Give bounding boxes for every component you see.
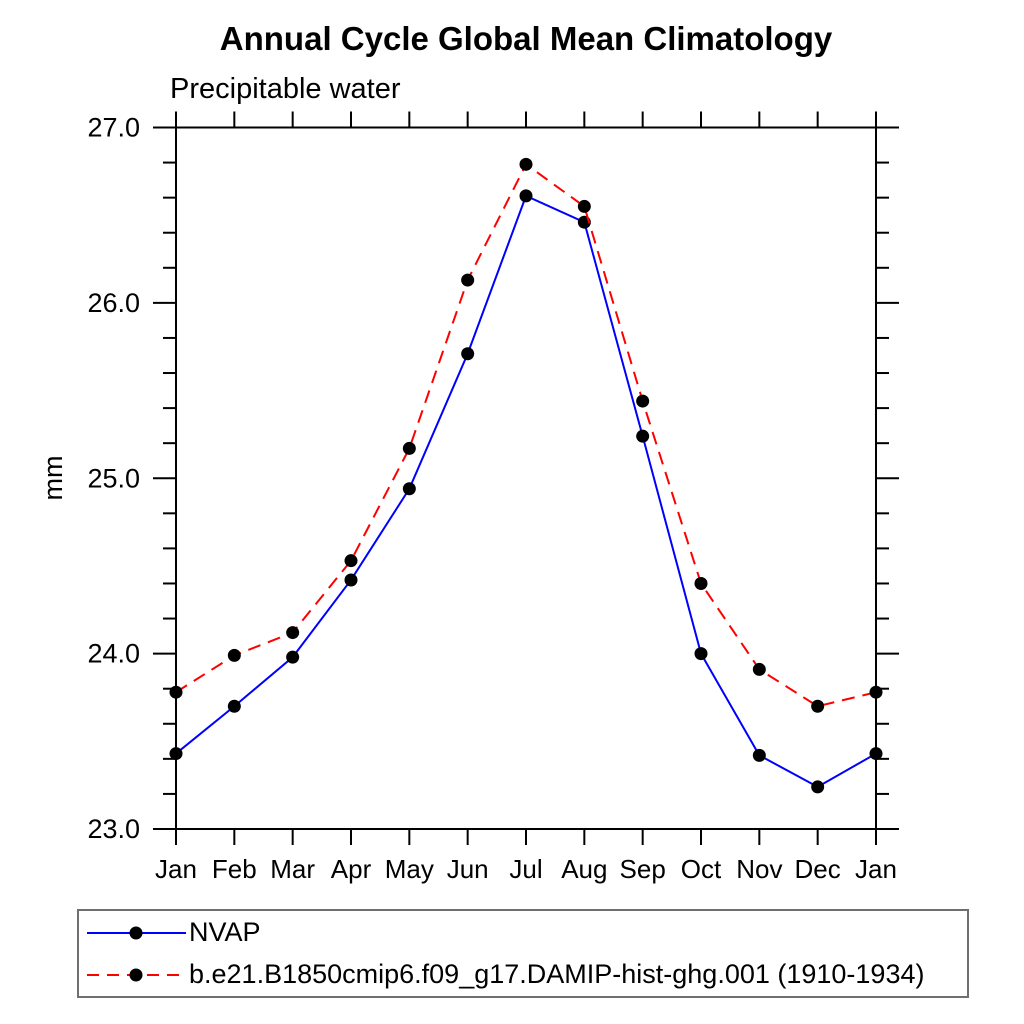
series-line-1 bbox=[175, 162, 877, 708]
data-point-marker bbox=[694, 647, 708, 661]
x-tick-label: Jul bbox=[509, 854, 542, 884]
marker-dot-icon bbox=[129, 926, 143, 939]
y-tick-label: 23.0 bbox=[87, 814, 140, 844]
y-tick-label: 25.0 bbox=[87, 463, 140, 493]
x-tick-label: Dec bbox=[795, 854, 841, 884]
data-point-marker bbox=[169, 747, 183, 761]
data-point-marker bbox=[636, 429, 650, 443]
data-point-marker bbox=[402, 482, 416, 496]
data-point-marker bbox=[811, 699, 825, 713]
x-tick-label: Apr bbox=[331, 854, 372, 884]
x-tick-label: Feb bbox=[212, 854, 257, 884]
marker-dot-icon bbox=[129, 968, 143, 981]
data-point-marker bbox=[519, 189, 533, 203]
data-point-marker bbox=[869, 685, 883, 699]
data-point-marker bbox=[636, 394, 650, 408]
x-tick-label: Jan bbox=[155, 854, 197, 884]
data-point-marker bbox=[286, 650, 300, 664]
x-tick-label: Mar bbox=[270, 854, 315, 884]
data-point-marker bbox=[227, 648, 241, 662]
legend-label-model: b.e21.B1850cmip6.f09_g17.DAMIP-hist-ghg.… bbox=[189, 959, 925, 989]
page-title: Annual Cycle Global Mean Climatology bbox=[219, 20, 833, 57]
data-point-marker bbox=[752, 748, 766, 762]
x-tick-label: May bbox=[385, 854, 434, 884]
data-point-marker bbox=[402, 441, 416, 455]
legend-label-nvap: NVAP bbox=[189, 917, 261, 947]
x-tick-label: Jun bbox=[447, 854, 489, 884]
data-point-marker bbox=[461, 347, 475, 361]
data-point-marker bbox=[752, 662, 766, 676]
data-point-marker bbox=[811, 780, 825, 794]
data-point-marker bbox=[344, 554, 358, 568]
data-point-marker bbox=[286, 626, 300, 640]
plot-frame bbox=[175, 126, 877, 830]
x-tick-label: Aug bbox=[561, 854, 607, 884]
legend-entry-model: b.e21.B1850cmip6.f09_g17.DAMIP-hist-ghg.… bbox=[83, 954, 967, 996]
data-point-marker bbox=[344, 573, 358, 587]
data-point-marker bbox=[694, 576, 708, 590]
x-tick-label: Nov bbox=[736, 854, 782, 884]
data-point-marker bbox=[461, 273, 475, 287]
data-point-marker bbox=[227, 699, 241, 713]
data-point-marker bbox=[869, 747, 883, 761]
nvap-solid-line-key bbox=[87, 926, 186, 939]
y-tick-label: 26.0 bbox=[87, 288, 140, 318]
series-line-0 bbox=[175, 194, 877, 789]
y-tick-label: 24.0 bbox=[87, 639, 140, 669]
y-axis-label: mm bbox=[38, 456, 68, 501]
legend-entry-nvap: NVAP bbox=[83, 912, 967, 954]
plot-subtitle: Precipitable water bbox=[170, 73, 401, 105]
x-tick-label: Sep bbox=[620, 854, 666, 884]
data-point-marker bbox=[577, 199, 591, 213]
y-tick-label: 27.0 bbox=[87, 113, 140, 143]
legend: NVAP b.e21.B1850cmip6.f09_g17.DAMIP-hist… bbox=[77, 909, 969, 998]
model-dashed-line-key bbox=[87, 968, 186, 981]
x-tick-label: Jan bbox=[855, 854, 897, 884]
data-point-marker bbox=[169, 685, 183, 699]
data-point-marker bbox=[519, 157, 533, 171]
x-tick-label: Oct bbox=[681, 854, 722, 884]
